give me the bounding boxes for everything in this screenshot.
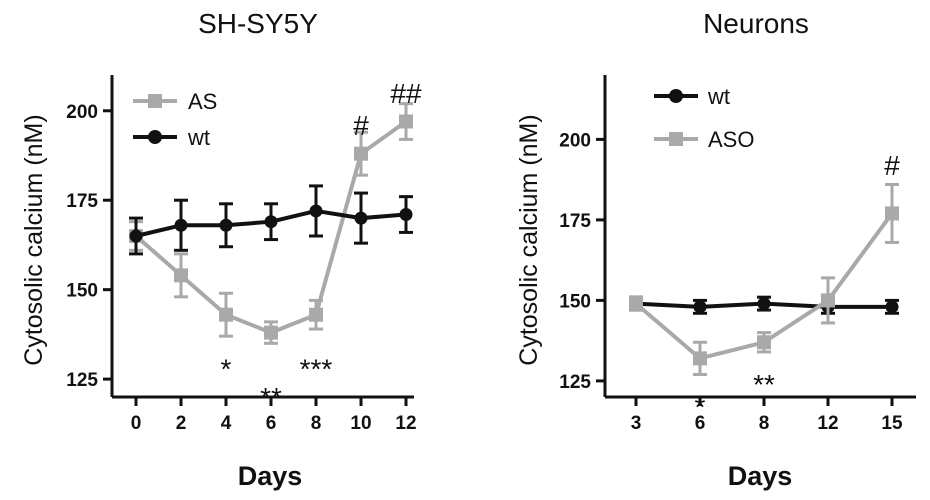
y-tick-label: 125	[559, 372, 591, 393]
y-tick-label: 175	[559, 211, 591, 232]
axis-ticks: 125 150 175 200 0 2 4 6 8 10 12	[66, 102, 416, 434]
y-tick-label: 150	[559, 291, 591, 312]
chart-title: Neurons	[703, 8, 809, 39]
x-tick-label: 15	[881, 413, 903, 434]
plot-marks: ***#	[629, 150, 900, 423]
significance-marker: *	[221, 353, 232, 384]
x-tick-label: 8	[759, 413, 770, 434]
legend-label-aso: ASO	[708, 127, 754, 152]
data-point	[219, 307, 233, 322]
axis-ticks: 125 150 175 200 3 6 8 12 15	[559, 130, 903, 434]
significance-marker: *	[695, 392, 706, 423]
x-tick-label: 6	[266, 413, 277, 434]
legend-label-wt: wt	[707, 84, 730, 109]
legend-label-wt: wt	[187, 125, 210, 150]
data-point	[399, 208, 413, 222]
chart-neurons: Neurons Days Cytosolic calcium (nM) ***#…	[515, 8, 916, 491]
y-tick-label: 175	[66, 191, 98, 212]
chart-title: SH-SY5Y	[198, 8, 318, 39]
data-point	[354, 211, 368, 225]
significance-marker: ***	[300, 353, 333, 384]
y-tick-label: 200	[559, 130, 591, 151]
legend-marker-as	[148, 94, 162, 108]
significance-marker: ##	[390, 78, 422, 109]
legend: AS wt	[133, 89, 217, 150]
data-point	[757, 335, 771, 350]
legend: wt ASO	[654, 84, 754, 152]
data-point	[309, 204, 323, 218]
x-tick-label: 2	[176, 413, 187, 434]
y-tick-label: 200	[66, 102, 98, 123]
x-tick-label: 12	[395, 413, 416, 434]
data-point	[219, 218, 233, 232]
y-tick-label: 125	[66, 370, 98, 391]
data-point	[264, 215, 278, 229]
x-axis-label: Days	[238, 461, 303, 491]
y-axis-label: Cytosolic calcium (nM)	[20, 114, 48, 365]
data-point	[129, 229, 143, 243]
x-tick-label: 12	[817, 413, 838, 434]
x-tick-label: 3	[631, 413, 642, 434]
significance-marker: #	[884, 150, 900, 181]
legend-marker-aso	[669, 132, 683, 146]
x-tick-label: 4	[221, 413, 232, 434]
data-point	[693, 300, 707, 314]
data-point	[885, 206, 899, 221]
data-point	[821, 293, 835, 308]
data-point	[354, 146, 368, 161]
data-point	[174, 268, 188, 283]
significance-marker: #	[353, 110, 369, 141]
x-tick-label: 0	[131, 413, 142, 434]
data-point	[399, 114, 413, 129]
data-point	[174, 218, 188, 232]
plot-marks: ******###	[129, 78, 422, 413]
significance-marker: **	[753, 369, 775, 400]
x-tick-label: 6	[695, 413, 706, 434]
x-tick-label: 10	[350, 413, 371, 434]
x-axis-label: Days	[728, 461, 793, 491]
data-point	[693, 351, 707, 366]
data-point	[885, 300, 899, 314]
data-point	[264, 325, 278, 340]
data-point	[309, 307, 323, 322]
data-point	[757, 297, 771, 311]
data-point	[629, 296, 643, 311]
y-axis-label: Cytosolic calcium (nM)	[515, 114, 543, 365]
x-tick-label: 8	[311, 413, 322, 434]
chart-sh-sy5y: SH-SY5Y Days Cytosolic calcium (nM) * ***…	[20, 8, 422, 491]
legend-marker-wt	[148, 130, 162, 144]
legend-label-as: AS	[188, 89, 217, 114]
legend-marker-wt	[669, 89, 683, 103]
y-tick-label: 150	[66, 281, 98, 302]
